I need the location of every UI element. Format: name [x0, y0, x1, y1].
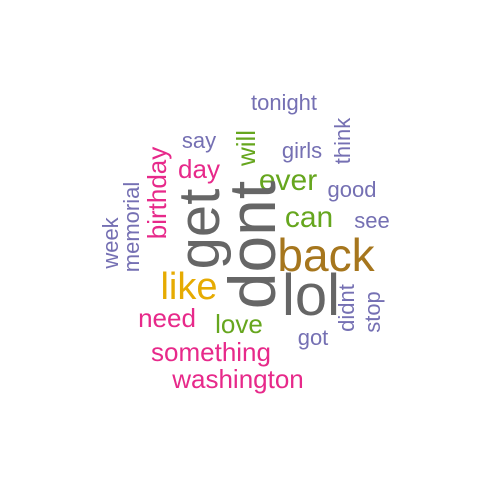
word-back: back: [277, 229, 375, 281]
word-say: say: [181, 128, 217, 153]
word-see: see: [354, 208, 390, 233]
word-like: like: [160, 266, 218, 308]
word-think: think: [330, 117, 355, 165]
word-day: day: [178, 154, 220, 184]
word-need: need: [138, 303, 196, 333]
word-love: love: [215, 309, 263, 339]
word-washington: washington: [172, 364, 304, 394]
word-lol: lol: [281, 263, 341, 328]
word-something: something: [151, 337, 271, 367]
word-week: week: [98, 217, 123, 269]
word-didnt: didnt: [334, 284, 359, 332]
word-can: can: [284, 201, 334, 234]
word-girls: girls: [281, 138, 323, 163]
word-memorial: memorial: [119, 181, 144, 273]
word-dont: dont: [215, 180, 289, 310]
word-ever: ever: [258, 164, 318, 197]
word-tonight: tonight: [250, 90, 318, 115]
word-stop: stop: [360, 291, 385, 333]
word-will: will: [231, 129, 261, 167]
word-got: got: [297, 325, 329, 350]
word-good: good: [327, 177, 377, 202]
